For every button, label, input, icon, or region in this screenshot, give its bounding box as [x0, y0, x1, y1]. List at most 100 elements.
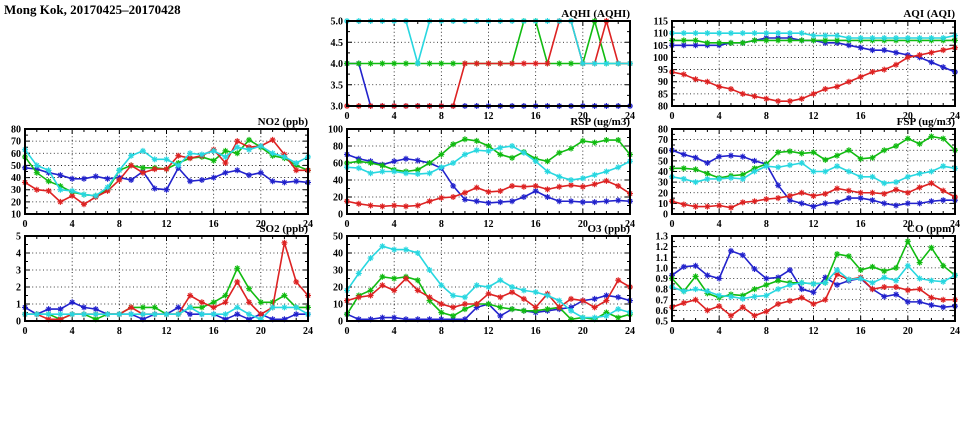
rsp-xtick-label: 12	[484, 219, 494, 230]
aqhi-xtick-label: 24	[625, 111, 635, 122]
co-ytick-label: 0.5	[656, 317, 669, 328]
rsp-ytick-label: 80	[333, 142, 343, 153]
chart-o3: 0 4 8 12 16 20 24 0 10 20 30 40 50 O3 (ppb)	[333, 223, 635, 337]
aqi-ytick-label: 100	[653, 53, 668, 64]
aqi-ytick-label: 90	[658, 77, 668, 88]
so2-xtick-label: 16	[209, 326, 219, 337]
so2-xtick-label: 20	[256, 326, 266, 337]
so2-ytick-label: 4	[16, 249, 21, 260]
rsp-xtick-label: 16	[531, 219, 541, 230]
o3-ytick-label: 40	[333, 249, 343, 260]
so2-ytick-label: 1	[16, 300, 21, 311]
co-xtick-label: 4	[717, 326, 722, 337]
no2-ytick-label: 80	[11, 125, 21, 136]
aqi-title: AQI (AQI)	[903, 8, 955, 20]
rsp-ytick-label: 40	[333, 176, 343, 187]
aqi-grid	[672, 21, 955, 106]
o3-ytick-label: 20	[333, 283, 343, 294]
no2-xtick-label: 20	[256, 219, 266, 230]
co-xtick-label: 8	[764, 326, 769, 337]
fsp-ytick-label: 0	[663, 210, 668, 221]
aqi-xtick-label: 12	[809, 111, 819, 122]
o3-ytick-label: 50	[333, 232, 343, 243]
co-title: CO (ppm)	[907, 223, 955, 235]
no2-xtick-label: 16	[209, 219, 219, 230]
so2-xtick-label: 4	[70, 326, 75, 337]
aqhi-xtick-label: 8	[439, 111, 444, 122]
o3-xtick-label: 12	[484, 326, 494, 337]
page-title: Mong Kok, 20170425–20170428	[4, 2, 181, 17]
co-blue-line	[671, 249, 956, 308]
chart-rsp: 0 4 8 12 16 20 24 0 20 40 60 80 100 RSP (ug/m3)	[328, 116, 635, 230]
fsp-title: FSP (ug/m3)	[897, 116, 956, 128]
co-ytick-label: 0.9	[656, 274, 669, 285]
aqhi-xtick-label: 16	[531, 111, 541, 122]
o3-border	[346, 235, 631, 322]
aqi-ytick-label: 110	[654, 29, 668, 40]
co-ytick-label: 0.8	[656, 285, 669, 296]
co-border	[671, 235, 956, 322]
fsp-ytick-label: 20	[658, 188, 668, 199]
co-xtick-label: 16	[856, 326, 866, 337]
aqi-xtick-label: 4	[717, 111, 722, 122]
no2-ytick-label: 10	[11, 210, 21, 221]
so2-ytick-label: 5	[16, 232, 21, 243]
aqhi-xtick-label: 0	[345, 111, 350, 122]
aqhi-ytick-label: 5.0	[331, 17, 344, 28]
so2-xtick-label: 8	[117, 326, 122, 337]
o3-xtick-label: 8	[439, 326, 444, 337]
so2-xtick-label: 0	[23, 326, 28, 337]
rsp-xtick-label: 24	[625, 219, 635, 230]
aqi-ytick-label: 95	[658, 65, 668, 76]
so2-ytick-label: 2	[16, 283, 21, 294]
o3-xtick-label: 24	[625, 326, 635, 337]
aqhi-ytick-label: 4.0	[331, 59, 344, 70]
chart-aqhi: 0 4 8 12 16 20 24 3.0 3.5 4.0 4.5 5.0 AQHI (AQHI)	[331, 8, 636, 122]
no2-xtick-label: 8	[117, 219, 122, 230]
so2-title: SO2 (ppb)	[259, 223, 308, 235]
co-ytick-label: 1.3	[656, 232, 669, 243]
so2-xtick-label: 12	[162, 326, 172, 337]
co-ytick-label: 0.7	[656, 295, 669, 306]
fsp-xtick-label: 20	[903, 219, 913, 230]
no2-ytick-label: 30	[11, 185, 21, 196]
aqhi-ytick-label: 4.5	[331, 38, 344, 49]
rsp-border	[346, 128, 631, 215]
no2-xtick-label: 12	[162, 219, 172, 230]
fsp-xtick-label: 12	[809, 219, 819, 230]
no2-ytick-label: 40	[11, 173, 21, 184]
fsp-xtick-label: 0	[670, 219, 675, 230]
no2-ytick-label: 60	[11, 149, 21, 160]
so2-xtick-label: 24	[303, 326, 313, 337]
o3-ytick-label: 10	[333, 300, 343, 311]
co-ytick-label: 1.1	[656, 253, 669, 264]
fsp-xtick-label: 16	[856, 219, 866, 230]
o3-ytick-label: 30	[333, 266, 343, 277]
rsp-title: RSP (ug/m3)	[570, 116, 630, 128]
chart-co: 0 4 8 12 16 20 24 0.50.60.70.80.91.01.11.21.3 CO…	[656, 223, 961, 337]
co-xtick-label: 20	[903, 326, 913, 337]
no2-border	[24, 128, 309, 215]
aqhi-title: AQHI (AQHI)	[561, 8, 630, 20]
fsp-xtick-label: 8	[764, 219, 769, 230]
o3-xtick-label: 20	[578, 326, 588, 337]
rsp-ytick-label: 60	[333, 159, 343, 170]
so2-ytick-label: 3	[16, 266, 21, 277]
aqhi-xtick-label: 4	[392, 111, 397, 122]
no2-title: NO2 (ppb)	[258, 116, 309, 128]
so2-border	[24, 235, 309, 322]
co-xtick-label: 12	[809, 326, 819, 337]
aqi-xtick-label: 20	[903, 111, 913, 122]
no2-xtick-label: 24	[303, 219, 313, 230]
aqi-xtick-label: 24	[950, 111, 960, 122]
fsp-ytick-label: 60	[658, 146, 668, 157]
aqi-ytick-label: 80	[658, 102, 668, 113]
aqhi-border	[346, 20, 631, 107]
no2-ytick-label: 50	[11, 161, 21, 172]
aqi-ytick-label: 115	[654, 17, 668, 28]
co-ytick-label: 0.6	[656, 306, 669, 317]
